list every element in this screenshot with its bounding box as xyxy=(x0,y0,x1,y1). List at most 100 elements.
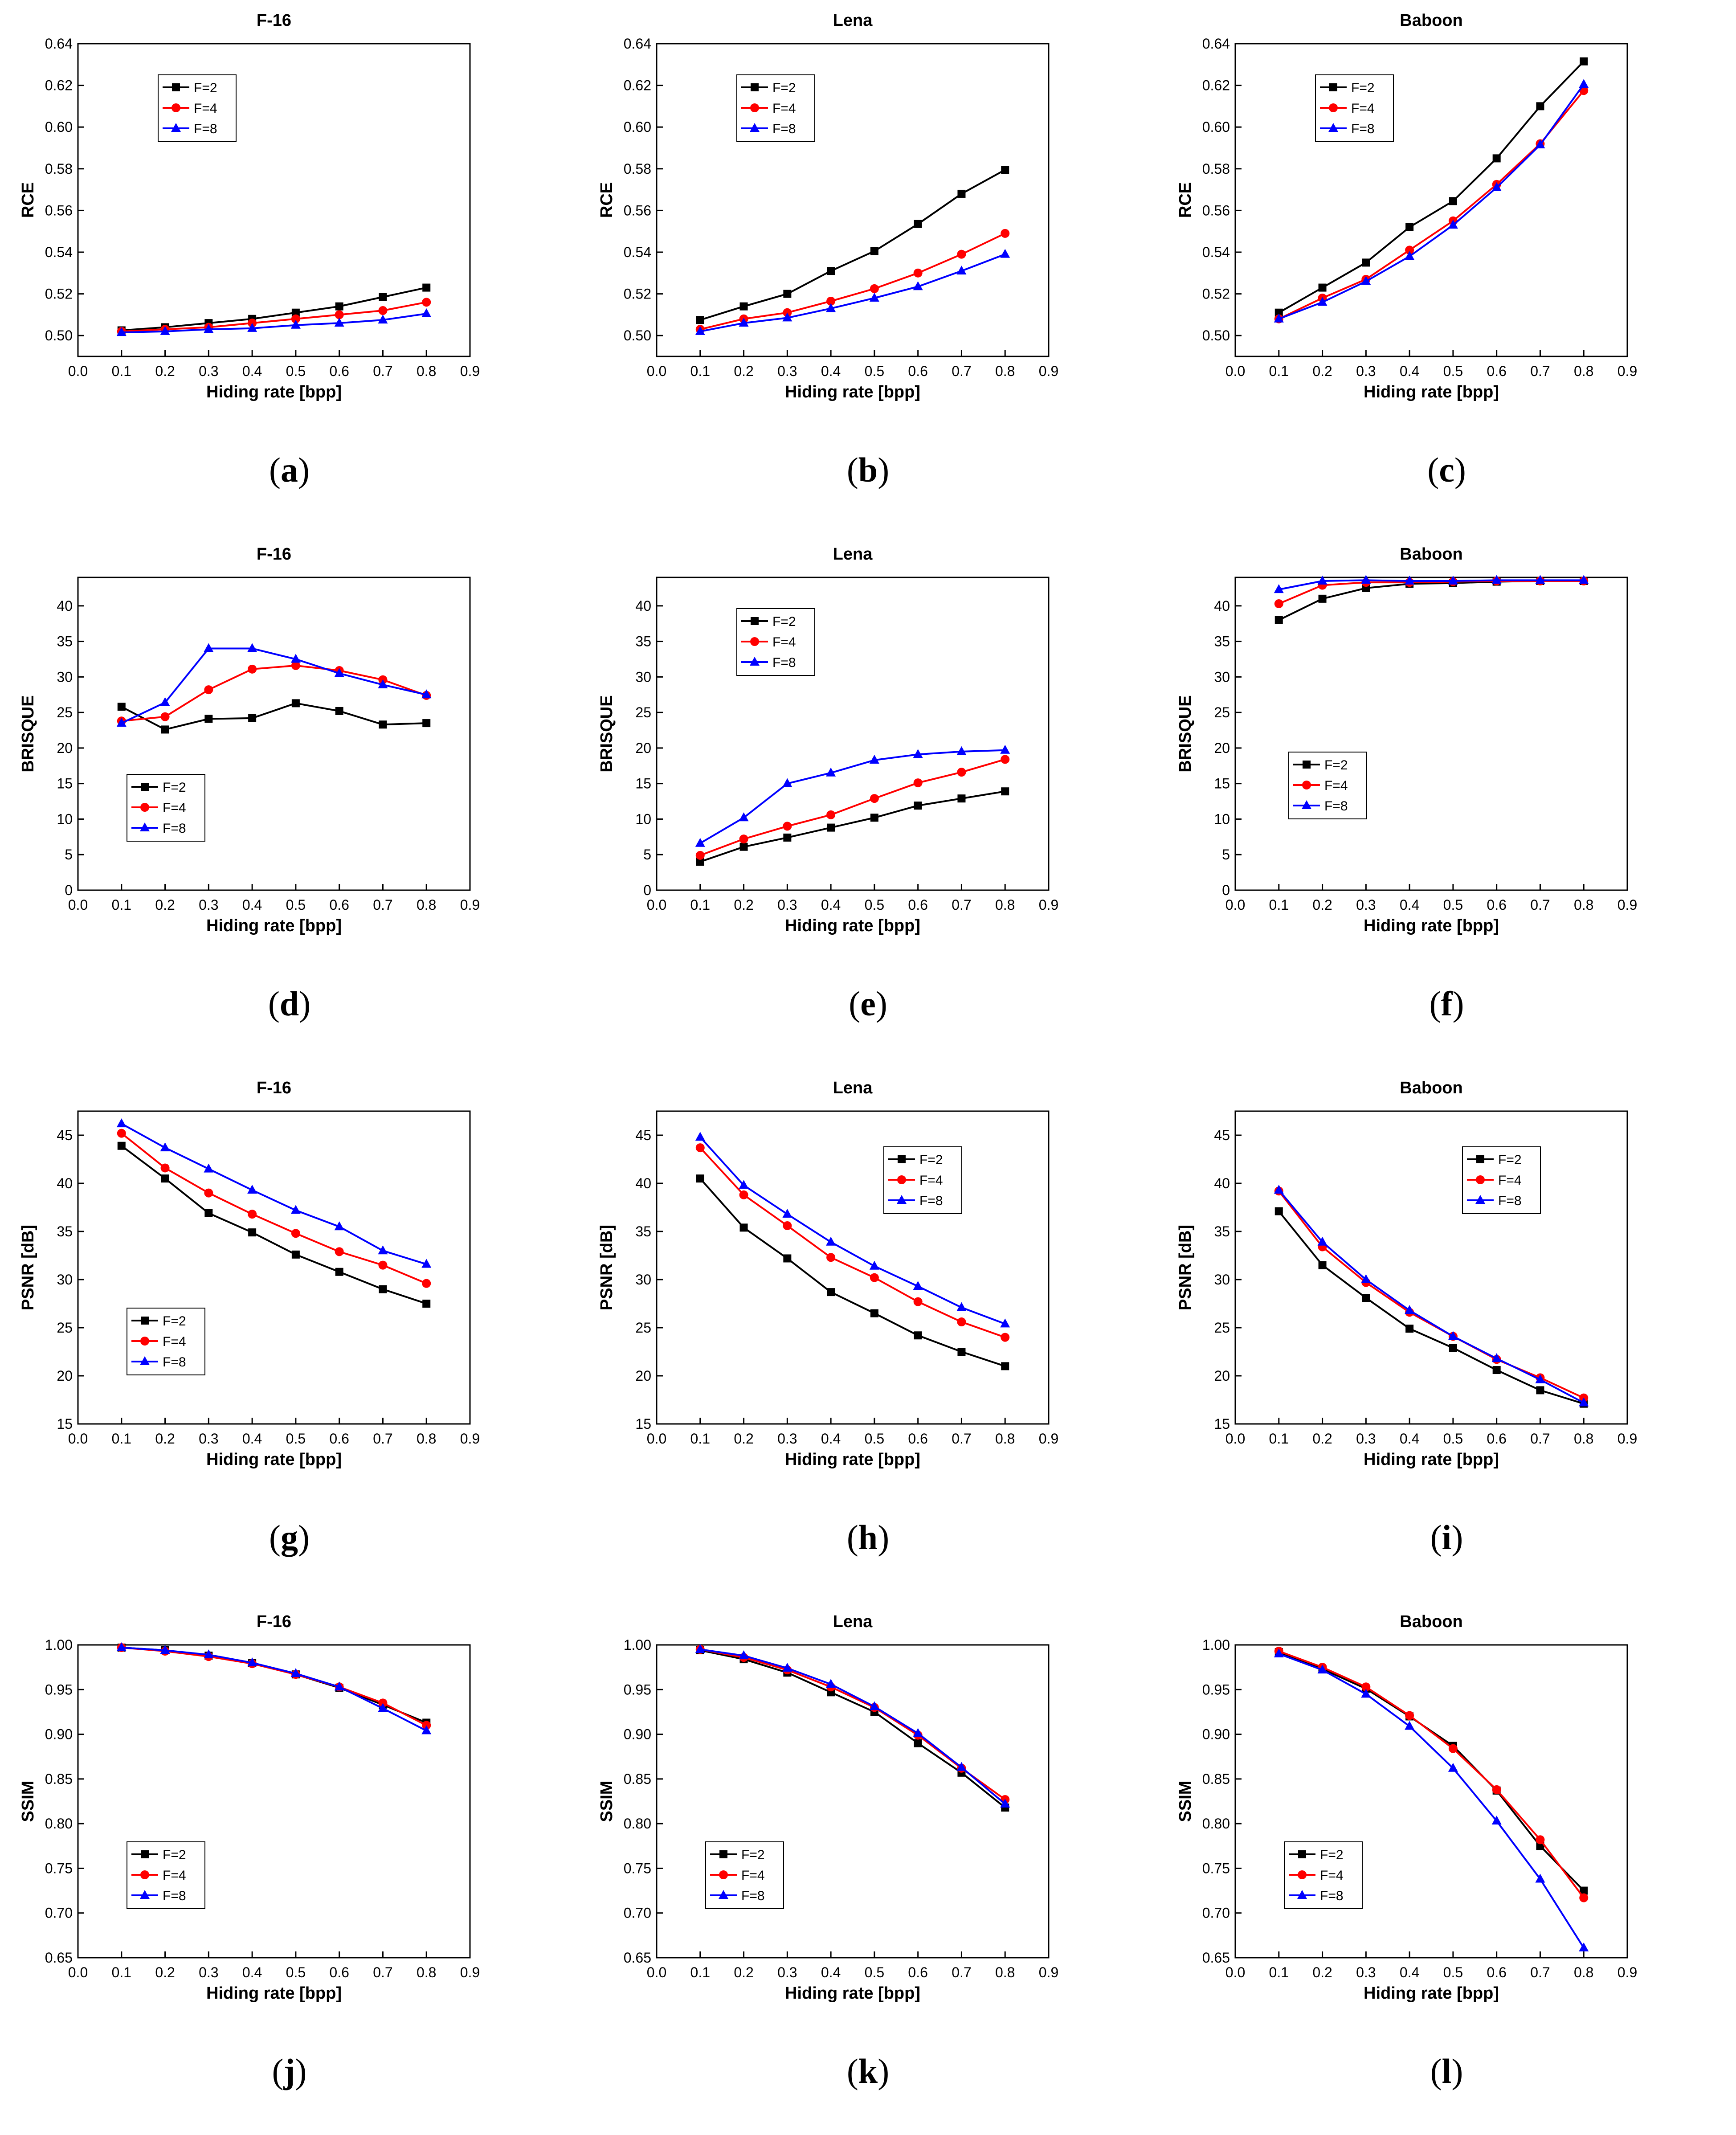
data-point xyxy=(1491,1353,1502,1362)
chart-title: Baboon xyxy=(1400,545,1462,564)
y-tick-label: 15 xyxy=(635,1416,651,1432)
x-tick-label: 0.2 xyxy=(734,1431,753,1447)
x-tick-label: 0.0 xyxy=(68,897,88,913)
x-tick-label: 0.2 xyxy=(155,1964,175,1980)
data-point xyxy=(1448,1331,1458,1340)
data-point xyxy=(290,1205,301,1214)
legend-label: F=2 xyxy=(1498,1153,1522,1167)
data-point xyxy=(1405,1305,1415,1314)
y-tick-label: 35 xyxy=(635,1223,651,1239)
y-tick-label: 0.62 xyxy=(1202,78,1230,94)
x-axis-label: Hiding rate [bpp] xyxy=(785,383,920,401)
series-line xyxy=(700,1648,1006,1800)
x-tick-label: 0.7 xyxy=(952,363,971,379)
x-tick-label: 0.1 xyxy=(112,897,131,913)
y-tick-label: 0.56 xyxy=(1202,202,1230,218)
y-tick-label: 0.58 xyxy=(45,161,73,177)
legend-marker xyxy=(140,822,150,831)
x-tick-label: 0.8 xyxy=(417,363,436,379)
x-tick-label: 0.4 xyxy=(821,897,841,913)
legend-label: F=8 xyxy=(163,821,186,836)
legend: F=2 F=4 F=8 xyxy=(883,1146,962,1214)
legend-label: F=4 xyxy=(1498,1173,1522,1188)
data-point xyxy=(379,293,387,301)
data-point xyxy=(913,281,923,290)
data-point xyxy=(422,298,431,307)
x-axis-label: Hiding rate [bpp] xyxy=(1364,1450,1499,1469)
legend-marker xyxy=(751,83,759,91)
x-tick-label: 0.1 xyxy=(690,1964,710,1980)
data-point xyxy=(1318,594,1327,603)
data-point xyxy=(204,324,214,333)
y-tick-label: 10 xyxy=(1214,811,1230,827)
series-1 xyxy=(696,166,1009,324)
panel-caption: (c) xyxy=(1157,450,1736,490)
y-axis-label: RCE xyxy=(1176,182,1195,218)
x-axis-label: Hiding rate [bpp] xyxy=(1364,383,1499,401)
plot-frame xyxy=(656,577,1050,891)
x-tick-label: 0.6 xyxy=(1487,897,1506,913)
series-line xyxy=(700,1648,1006,1805)
legend-marker xyxy=(1329,103,1338,112)
data-point xyxy=(956,1762,967,1771)
y-tick-label: 20 xyxy=(635,1368,651,1384)
legend-marker xyxy=(140,1356,150,1365)
caption-open-paren: ( xyxy=(1427,450,1439,489)
x-axis-label: Hiding rate [bpp] xyxy=(785,1450,920,1469)
data-point xyxy=(826,1236,836,1246)
series-3 xyxy=(1274,79,1589,323)
data-point xyxy=(826,303,836,312)
x-tick-label: 0.1 xyxy=(690,363,710,379)
data-point xyxy=(1274,313,1284,323)
data-point xyxy=(291,1250,300,1259)
data-point xyxy=(1001,787,1009,796)
data-point xyxy=(695,1644,705,1653)
data-point xyxy=(204,1188,213,1198)
chart-title: Baboon xyxy=(1400,1079,1462,1097)
data-point xyxy=(1579,1942,1589,1951)
plot-frame xyxy=(656,1644,1050,1959)
data-point xyxy=(1001,1333,1010,1342)
data-point xyxy=(1318,1261,1327,1269)
plot-frame xyxy=(1234,1644,1628,1959)
data-point xyxy=(826,1253,836,1262)
y-tick-label: 1.00 xyxy=(1202,1637,1230,1653)
series-1 xyxy=(117,1141,431,1308)
x-axis-label: Hiding rate [bpp] xyxy=(206,916,342,935)
y-tick-label: 0.50 xyxy=(1202,327,1230,344)
series-3 xyxy=(1274,575,1589,593)
data-point xyxy=(956,1302,967,1311)
data-point xyxy=(248,664,257,674)
data-point xyxy=(739,1180,749,1189)
x-tick-label: 0.3 xyxy=(777,363,797,379)
x-tick-label: 0.7 xyxy=(1530,1964,1550,1980)
y-tick-label: 15 xyxy=(57,776,73,792)
x-tick-label: 0.4 xyxy=(1400,363,1419,379)
series-line xyxy=(121,1123,427,1265)
series-line xyxy=(700,233,1006,331)
legend-marker xyxy=(141,783,149,791)
x-tick-label: 0.5 xyxy=(286,1964,306,1980)
legend-label: F=4 xyxy=(772,101,796,116)
chart-panel-f: Baboon 0.0 0.1 0.2 0.3 0.4 0.5 0.6 0.7 0.8 0.9 0 5 10… xyxy=(1157,534,1736,1068)
y-tick-label: 0.95 xyxy=(624,1681,651,1697)
data-point xyxy=(957,768,966,777)
y-axis-label: BRISQUE xyxy=(1176,695,1195,772)
legend-marker xyxy=(140,1337,149,1346)
series-3 xyxy=(695,1644,1010,1808)
data-point xyxy=(291,308,300,317)
series-line xyxy=(121,702,427,731)
data-point xyxy=(739,843,748,851)
series-1 xyxy=(696,1174,1009,1370)
legend: F=2 F=4 F=8 xyxy=(1315,74,1394,142)
legend-label: F=4 xyxy=(1324,778,1348,793)
data-point xyxy=(1536,1842,1544,1850)
legend-marker xyxy=(171,123,181,132)
data-point xyxy=(116,1118,127,1128)
x-tick-label: 0.4 xyxy=(1400,897,1419,913)
data-point xyxy=(826,1679,836,1688)
data-point xyxy=(1405,251,1415,260)
data-point xyxy=(1000,249,1010,258)
data-point xyxy=(782,312,792,322)
y-tick-label: 15 xyxy=(57,1416,73,1432)
